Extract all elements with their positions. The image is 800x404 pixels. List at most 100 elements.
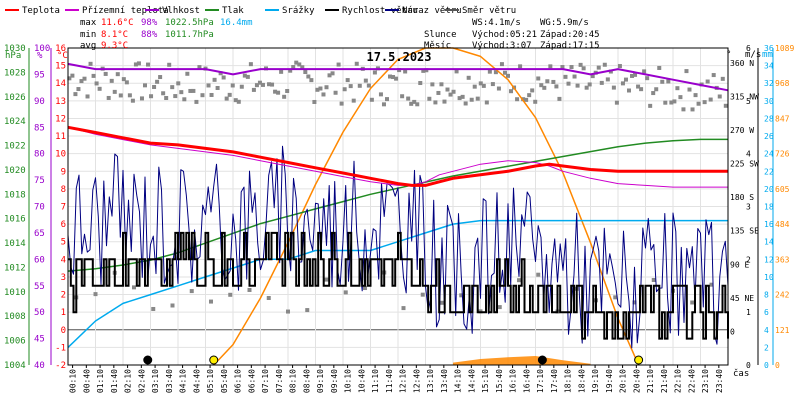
wind-direction-point [176, 81, 181, 86]
series-humidity [67, 62, 729, 92]
x-tick-label: 15:10 [481, 369, 490, 393]
wind-direction-point [433, 100, 438, 105]
wind-direction-point [179, 90, 184, 95]
wind-direction-point [130, 98, 135, 103]
wind-direction-point [345, 78, 350, 83]
info-sunrise: Východ:05:21 [472, 30, 537, 40]
wind-direction-point [484, 100, 489, 105]
wind-direction-point [439, 82, 444, 87]
wind-direction-point [627, 88, 631, 93]
degc-tick-label: 9 [61, 167, 66, 177]
wind-direction-point [557, 96, 562, 101]
wind-direction-point [563, 74, 568, 79]
wind-direction-point [536, 272, 541, 277]
hpa-tick-label: 1014 [4, 239, 26, 249]
wind-direction-point [167, 62, 172, 67]
x-tick-label: 23:40 [715, 369, 724, 393]
wind-direction-point [85, 94, 90, 99]
legend-label: Srážky [282, 6, 315, 16]
wind-direction-point [581, 66, 586, 71]
mm-tick-label: 16 [764, 220, 774, 229]
wind-direction-point [475, 96, 480, 101]
x-tick-label: 02:40 [137, 369, 146, 393]
wind-direction-point [709, 282, 714, 287]
wind-direction-point [70, 73, 75, 78]
hpa-tick-label: 1022 [4, 142, 26, 152]
series-layer [67, 47, 729, 366]
wind-direction-point [236, 99, 241, 104]
wind-direction-point [651, 91, 656, 96]
wind-direction-point [451, 89, 456, 94]
mm-tick-label: 4 [764, 326, 769, 335]
wind-direction-point [502, 70, 507, 75]
wind-direction-point [155, 79, 160, 84]
legend-label: Rychlost větru [342, 6, 418, 16]
wind-direction-point [143, 83, 147, 88]
wind-direction-point [324, 85, 329, 90]
wind-direction-point [633, 72, 638, 77]
mm-tick-label: 2 [764, 343, 769, 352]
x-tick-label: 13:40 [440, 369, 449, 393]
wind-direction-point [209, 92, 214, 97]
wind-direction-point [306, 74, 311, 79]
wind-direction-point [191, 88, 196, 93]
legend-label: Přízemní teplota [82, 6, 169, 16]
wind-direction-point [412, 99, 417, 104]
x-tick-label: 12:40 [412, 369, 421, 393]
wind-direction-point [109, 78, 114, 83]
x-tick-label: 11:10 [371, 369, 380, 393]
ms-tick-label: 2 [746, 255, 751, 264]
stat-min-label: min [80, 30, 96, 40]
wind-direction-point [161, 91, 166, 96]
wind-direction-point [506, 73, 510, 78]
wind-direction-point [430, 82, 435, 87]
degc-tick-label: 11 [55, 132, 66, 142]
solar-tick-label: 1089 [775, 44, 794, 53]
wind-direction-point [197, 65, 202, 70]
wind-direction-point [687, 87, 692, 92]
info-moonset: Západ:17:15 [540, 41, 600, 51]
degc-tick-label: 3 [61, 273, 66, 283]
axes: 1004100610081010101210141016101810201022… [4, 44, 794, 393]
wind-direction-point [424, 68, 429, 73]
x-tick-label: 00:10 [69, 369, 78, 393]
wind-direction-point [460, 94, 465, 99]
wind-direction-point [173, 94, 178, 99]
ms-tick-label: 6 [746, 44, 751, 53]
wind-direction-point [596, 65, 601, 70]
wind-direction-point [548, 64, 553, 69]
wind-direction-point [660, 79, 665, 84]
wind-direction-point [94, 81, 99, 86]
info-sunset: Západ:20:45 [540, 30, 600, 40]
mm-tick-label: 0 [764, 361, 769, 370]
x-tick-label: 11:40 [385, 369, 394, 393]
series-wind-gust [67, 145, 729, 349]
direction-tick-label: 90 E [730, 260, 749, 269]
wind-direction-point [711, 73, 716, 78]
stats-panel: max 11.6°C 98% 1022.5hPa 16.4mm min 8.1°… [80, 18, 253, 51]
x-tick-label: 17:10 [536, 369, 545, 393]
degc-tick-label: 2 [61, 291, 66, 301]
mm-tick-label: 28 [764, 114, 774, 123]
pct-tick-label: 75 [34, 176, 45, 186]
degc-tick-label: 15 [55, 62, 66, 72]
wind-direction-point [93, 292, 98, 297]
hpa-tick-label: 1016 [4, 215, 26, 225]
wind-direction-point [194, 99, 199, 104]
unit-degc: °C [57, 51, 68, 61]
degc-tick-label: 0 [61, 326, 66, 336]
wind-direction-point [400, 94, 405, 99]
wind-direction-point [127, 93, 132, 98]
x-tick-label: 21:40 [660, 369, 669, 393]
wind-direction-point [602, 62, 607, 67]
wind-direction-point [723, 103, 728, 108]
wind-direction-point [536, 76, 541, 81]
wind-direction-point [693, 93, 698, 98]
wind-direction-point [394, 76, 399, 81]
direction-tick-label: 45 NE [730, 294, 754, 303]
wind-direction-point [309, 78, 314, 83]
wind-direction-point [459, 293, 464, 298]
wind-direction-point [363, 286, 367, 291]
wind-direction-point [357, 83, 362, 88]
